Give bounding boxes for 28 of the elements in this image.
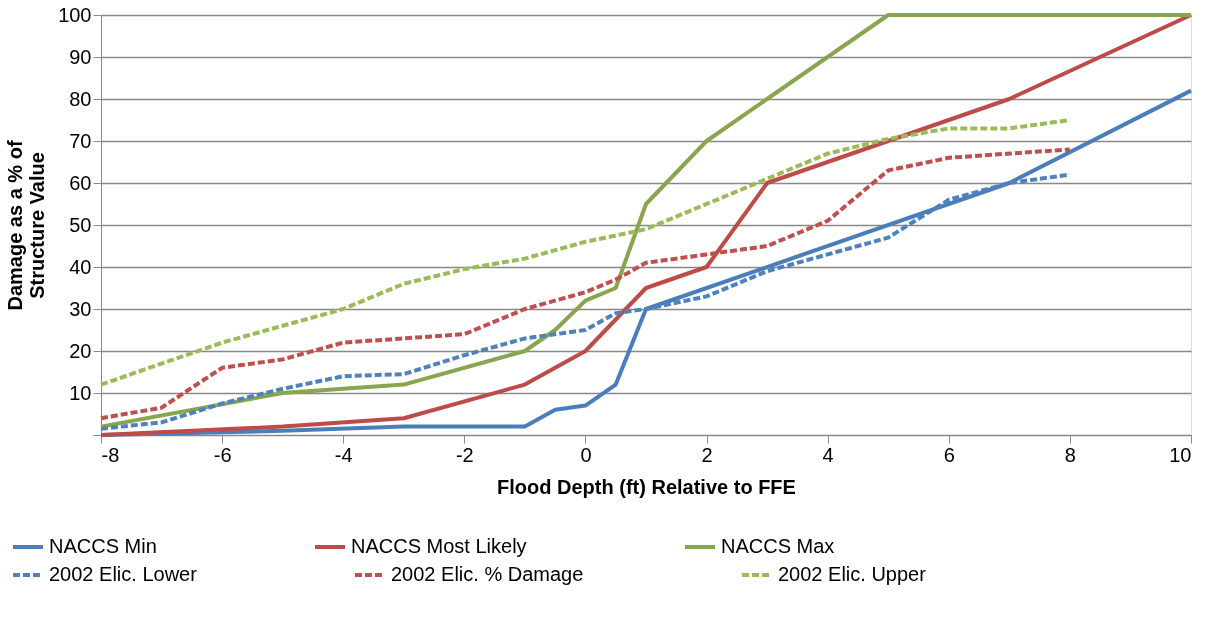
x-tick-label: -2 [455, 443, 474, 466]
legend-label: 2002 Elic. Lower [49, 563, 198, 585]
y-tick-label: 50 [69, 213, 92, 236]
x-tick-label: 10 [1169, 443, 1192, 466]
y-tick-label: 100 [58, 3, 92, 26]
x-tick-label: 4 [822, 443, 834, 466]
y-tick-label: 40 [69, 255, 92, 278]
x-tick-label: -6 [213, 443, 232, 466]
x-tick-label: -4 [334, 443, 353, 466]
y-tick-label: 70 [69, 129, 92, 152]
x-tick-label: 8 [1064, 443, 1076, 466]
legend-label: NACCS Min [49, 535, 157, 557]
y-axis-title: Damage as a % of Structure Value [4, 140, 49, 311]
y-tick-label: 90 [69, 45, 92, 68]
x-tick-label: 2 [701, 443, 713, 466]
y-tick-label: 80 [69, 87, 92, 110]
legend-label: NACCS Max [721, 535, 835, 557]
x-axis-title: Flood Depth (ft) Relative to FFE [497, 475, 796, 498]
x-tick-label: 0 [580, 443, 592, 466]
y-tick-label: 30 [69, 297, 92, 320]
x-tick-label: 6 [943, 443, 955, 466]
legend-label: 2002 Elic. Upper [778, 563, 927, 585]
y-tick-label: 10 [69, 381, 92, 404]
x-tick-label: -8 [101, 443, 120, 466]
legend-label: 2002 Elic. % Damage [391, 563, 584, 585]
y-tick-label: 20 [69, 339, 92, 362]
y-tick-label: 60 [69, 171, 92, 194]
legend-label: NACCS Most Likely [351, 535, 527, 557]
